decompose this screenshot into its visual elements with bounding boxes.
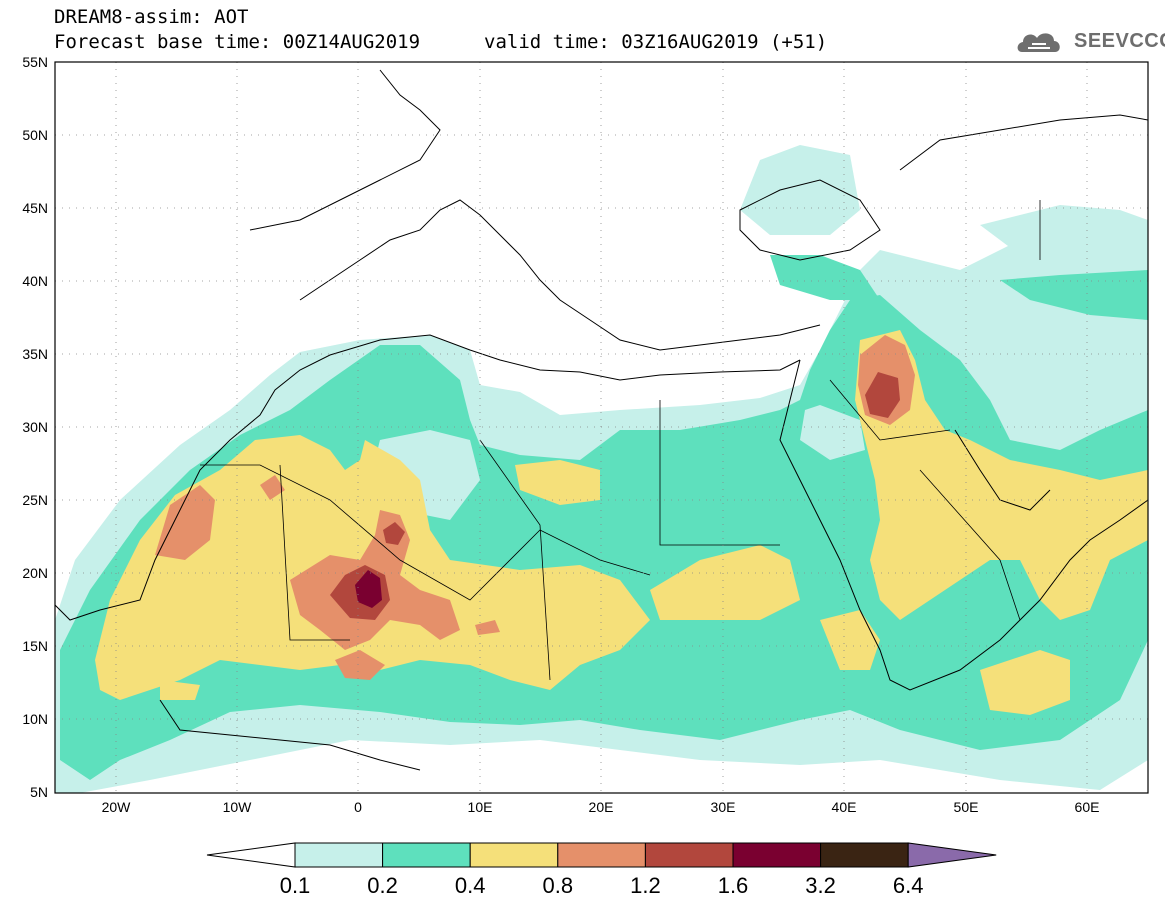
lon-label: 20W bbox=[102, 799, 132, 815]
colorbar-swatch bbox=[294, 842, 384, 868]
valid-time: valid time: 03Z16AUG2019 (+51) bbox=[484, 31, 828, 53]
lat-label: 50N bbox=[22, 127, 48, 143]
lon-label: 60E bbox=[1075, 799, 1100, 815]
lon-label: 10W bbox=[223, 799, 253, 815]
colorbar-label: 0.2 bbox=[367, 873, 398, 898]
forecast-base-time: Forecast base time: 00Z14AUG2019 bbox=[54, 31, 421, 53]
colorbar-high-arrow bbox=[907, 842, 997, 868]
lon-label: 0 bbox=[354, 799, 362, 815]
aot-field bbox=[55, 62, 1148, 793]
colorbar-label: 0.1 bbox=[280, 873, 311, 898]
colorbar-swatch bbox=[644, 842, 734, 868]
aot-band-1.6 bbox=[355, 570, 382, 608]
colorbar-label: 3.2 bbox=[805, 873, 836, 898]
lat-label: 55N bbox=[22, 54, 48, 70]
lon-label: 10E bbox=[468, 799, 493, 815]
colorbar-label: 1.2 bbox=[630, 873, 661, 898]
lat-label: 10N bbox=[22, 711, 48, 727]
colorbar-label: 6.4 bbox=[893, 873, 924, 898]
map-frame bbox=[54, 61, 1149, 794]
gridlines bbox=[55, 62, 1148, 793]
lon-label: 40E bbox=[832, 799, 857, 815]
lon-label: 50E bbox=[954, 799, 979, 815]
lat-label: 30N bbox=[22, 419, 48, 435]
colorbar-label: 0.4 bbox=[455, 873, 486, 898]
country-borders bbox=[200, 200, 1041, 681]
colorbar-swatch bbox=[469, 842, 559, 868]
colorbar-swatch bbox=[557, 842, 646, 868]
lon-axis: 20W 10W 0 10E 20E 30E 40E 50E 60E bbox=[102, 799, 1100, 815]
lat-label: 40N bbox=[22, 273, 48, 289]
coastlines bbox=[55, 69, 1148, 771]
lon-label: 20E bbox=[589, 799, 614, 815]
lat-label: 15N bbox=[22, 638, 48, 654]
lat-label: 5N bbox=[30, 784, 48, 800]
colorbar: 0.1 0.2 0.4 0.8 1.2 1.6 3.2 6.4 bbox=[206, 842, 997, 898]
logo-text: SEEVCCC bbox=[1074, 30, 1165, 52]
map-title: DREAM8-assim: AOT bbox=[54, 6, 249, 28]
lon-label: 30E bbox=[711, 799, 736, 815]
colorbar-swatch bbox=[732, 842, 822, 868]
colorbar-label: 0.8 bbox=[543, 873, 574, 898]
lat-label: 45N bbox=[22, 200, 48, 216]
colorbar-low-arrow bbox=[206, 842, 296, 868]
cloud-icon bbox=[1017, 33, 1060, 52]
lat-axis: 55N 50N 45N 40N 35N 30N 25N 20N 15N 10N … bbox=[22, 54, 48, 800]
colorbar-label: 1.6 bbox=[718, 873, 749, 898]
lat-label: 20N bbox=[22, 565, 48, 581]
lat-label: 35N bbox=[22, 346, 48, 362]
lat-label: 25N bbox=[22, 492, 48, 508]
colorbar-swatch bbox=[382, 842, 471, 868]
colorbar-swatch bbox=[820, 842, 909, 868]
